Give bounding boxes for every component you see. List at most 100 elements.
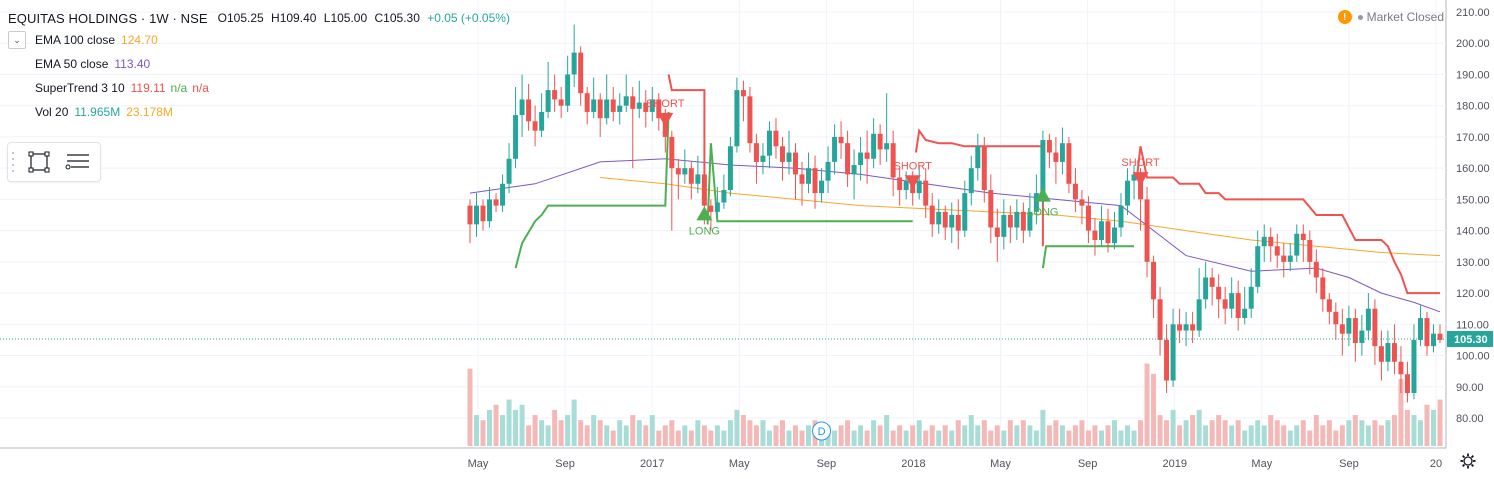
volume-bar <box>1085 430 1091 446</box>
volume-bar <box>1170 409 1176 446</box>
volume-bar <box>851 430 857 446</box>
ema100-line <box>600 177 1441 257</box>
price-tick-label: 110.00 <box>1456 319 1489 331</box>
price-tick-label: 160.00 <box>1456 163 1490 175</box>
volume-bar <box>884 415 890 446</box>
candle-body <box>1033 193 1039 212</box>
volume-bar <box>480 420 486 446</box>
volume-bar <box>1294 425 1300 446</box>
price-tick-label: 140.00 <box>1456 226 1490 238</box>
candle-body <box>1320 277 1326 300</box>
volume-bar <box>565 415 571 446</box>
volume-bar <box>845 420 851 446</box>
indicator-value: n/a <box>170 81 188 95</box>
volume-bar <box>975 425 981 446</box>
candle-body <box>1125 180 1131 206</box>
candle-body <box>545 90 551 112</box>
candle-body <box>1098 221 1104 240</box>
candle-body <box>1417 318 1423 340</box>
candle-body <box>1118 205 1124 228</box>
volume-bar <box>1404 409 1410 446</box>
candle-body <box>838 136 844 144</box>
candle-body <box>662 118 668 137</box>
candle-body <box>1222 299 1228 309</box>
candle-body <box>636 102 642 109</box>
indicator-name: EMA 50 close <box>35 57 109 71</box>
warning-icon[interactable]: ! <box>1337 10 1352 24</box>
candle-body <box>480 205 486 222</box>
indicator-supertrend[interactable]: SuperTrend 3 10 119.11 n/a n/a <box>8 76 510 100</box>
candle-body <box>474 205 480 225</box>
collapse-icon[interactable]: ⌄ <box>8 31 26 49</box>
rectangle-tool-button[interactable] <box>20 145 58 179</box>
volume-bar <box>643 425 649 446</box>
candle-body <box>493 199 499 206</box>
market-status[interactable]: ! Market Closed <box>1337 10 1444 24</box>
candle-body <box>656 99 662 119</box>
volume-bar <box>1131 430 1137 446</box>
volume-bar <box>1105 425 1111 446</box>
candle-body <box>981 146 987 191</box>
candle-body <box>1151 261 1157 300</box>
volume-bar <box>916 420 922 446</box>
volume-bar <box>1352 415 1358 446</box>
candle-body <box>1307 239 1313 262</box>
short-signal-arrow <box>657 112 674 127</box>
price-tick-label: 120.00 <box>1456 288 1490 300</box>
volume-bar <box>675 430 681 446</box>
candle-body <box>688 168 694 184</box>
volume-bar <box>773 425 779 446</box>
volume-bar <box>838 425 844 446</box>
ohlc-values: O105.25 H109.40 L105.00 C105.30 +0.05 (+… <box>218 11 510 25</box>
settings-gear-icon[interactable] <box>1460 453 1476 469</box>
volume-bar <box>1287 430 1293 446</box>
symbol-title[interactable]: EQUITAS HOLDINGS · 1W · NSE <box>8 10 208 26</box>
price-tick-label: 190.00 <box>1456 69 1490 81</box>
candle-body <box>799 174 805 184</box>
volume-bar <box>506 399 512 446</box>
candle-body <box>1131 174 1137 181</box>
indicator-volume[interactable]: Vol 20 11.965M 23.178M <box>8 100 510 124</box>
volume-bar <box>1059 425 1065 446</box>
volume-bar <box>1242 430 1248 446</box>
volume-bar <box>1229 425 1235 446</box>
volume-bar <box>487 409 493 446</box>
candle-body <box>812 168 818 194</box>
indicator-value: n/a <box>192 81 209 95</box>
time-tick-label: 2019 <box>1162 458 1186 470</box>
drawing-toolbar <box>7 142 101 182</box>
change-value: +0.05 (+0.05%) <box>427 11 510 25</box>
candle-body <box>1196 299 1202 331</box>
volume-bar <box>1365 425 1371 446</box>
candle-body <box>1144 199 1150 262</box>
volume-bar <box>897 425 903 446</box>
volume-bar <box>1157 415 1163 446</box>
candle-body <box>988 190 994 228</box>
candle-body <box>1404 374 1410 394</box>
settings-menu-button[interactable] <box>58 145 96 179</box>
indicator-ema50[interactable]: EMA 50 close 113.40 <box>8 52 510 76</box>
volume-bar <box>1398 378 1404 446</box>
symbol-header: EQUITAS HOLDINGS · 1W · NSE O105.25 H109… <box>8 8 510 28</box>
supertrend-down-line <box>914 128 1044 247</box>
candle-body <box>753 143 759 162</box>
price-tick-label: 130.00 <box>1456 257 1490 269</box>
volume-bar <box>649 415 655 446</box>
candle-body <box>786 152 792 162</box>
volume-bar <box>981 420 987 446</box>
volume-bar <box>1300 420 1306 446</box>
indicator-ema100[interactable]: ⌄ EMA 100 close 124.70 <box>8 28 510 52</box>
drag-handle-icon[interactable] <box>12 152 20 172</box>
candle-body <box>1183 324 1189 331</box>
volume-bar <box>1040 409 1046 446</box>
volume-bar <box>760 420 766 446</box>
volume-bar <box>793 425 799 446</box>
dividend-marker-label: D <box>818 426 826 438</box>
time-tick-label: Sep <box>1339 458 1359 470</box>
volume-bar <box>1268 415 1274 446</box>
volume-bar <box>753 425 759 446</box>
candle-body <box>806 168 812 184</box>
candle-body <box>1391 343 1397 362</box>
